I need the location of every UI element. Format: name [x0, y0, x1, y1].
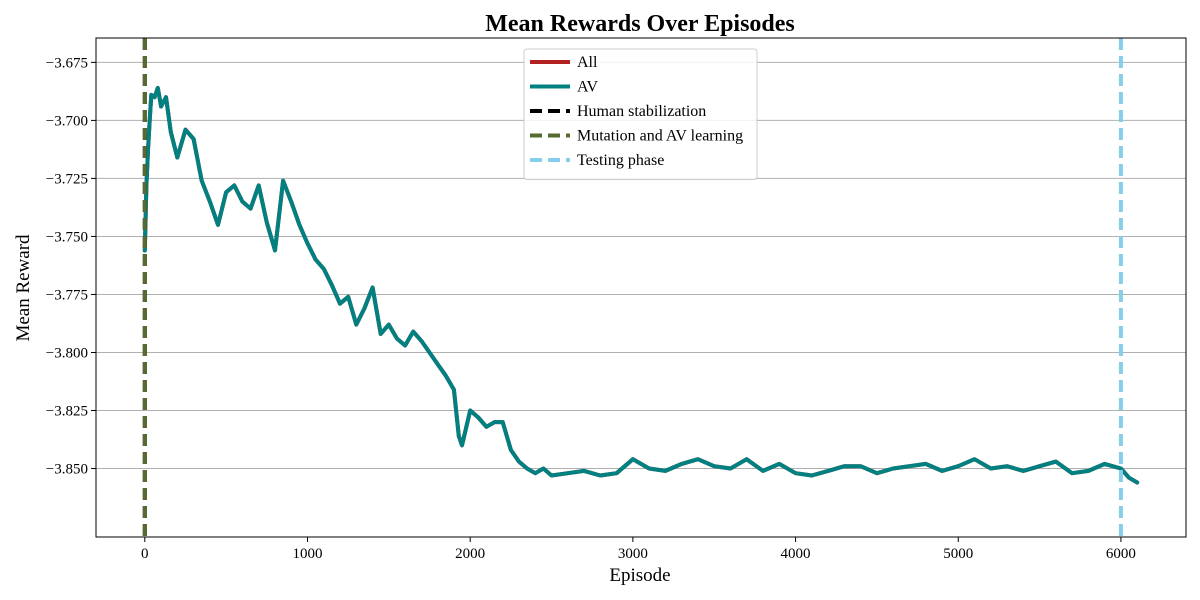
- y-tick-label: −3.825: [46, 404, 88, 420]
- chart-title: Mean Rewards Over Episodes: [485, 11, 795, 37]
- legend-label: AV: [577, 79, 598, 96]
- x-tick-label: 2000: [455, 546, 485, 562]
- plot-area: [95, 37, 1187, 538]
- x-tick-label: 3000: [618, 546, 648, 562]
- series-layer: [142, 85, 1140, 485]
- legend-label: Human stabilization: [577, 103, 706, 120]
- vertical-lines: [142, 38, 1123, 537]
- x-axis-title: Episode: [609, 565, 670, 586]
- x-tick-label: 0: [141, 546, 149, 562]
- x-tick-label: 5000: [943, 546, 973, 562]
- legend-label: All: [577, 54, 598, 71]
- y-tick-label: −3.850: [46, 462, 88, 478]
- x-tick-label: 1000: [292, 546, 322, 562]
- x-axis: 0 1000 2000 3000 4000 5000 6000: [141, 537, 1136, 562]
- y-tick-label: −3.700: [46, 113, 88, 129]
- x-tick-label: 6000: [1106, 546, 1136, 562]
- series-line-av: [142, 85, 1140, 485]
- y-tick-label: −3.675: [46, 55, 88, 71]
- legend: All AV Human stabilization Mutation and AV …: [523, 48, 758, 180]
- y-axis-title: Mean Reward: [13, 234, 34, 342]
- y-tick-label: −3.800: [46, 345, 88, 361]
- y-tick-label: −3.750: [46, 229, 88, 245]
- y-tick-label: −3.775: [46, 287, 88, 303]
- y-axis: −3.675 −3.700 −3.725 −3.750 −3.775 −3.800 −3.8…: [46, 55, 96, 478]
- legend-label: Mutation and AV learning: [577, 128, 743, 145]
- x-tick-label: 4000: [781, 546, 811, 562]
- y-tick-label: −3.725: [46, 171, 88, 187]
- legend-box: [523, 48, 758, 180]
- legend-label: Testing phase: [577, 152, 664, 169]
